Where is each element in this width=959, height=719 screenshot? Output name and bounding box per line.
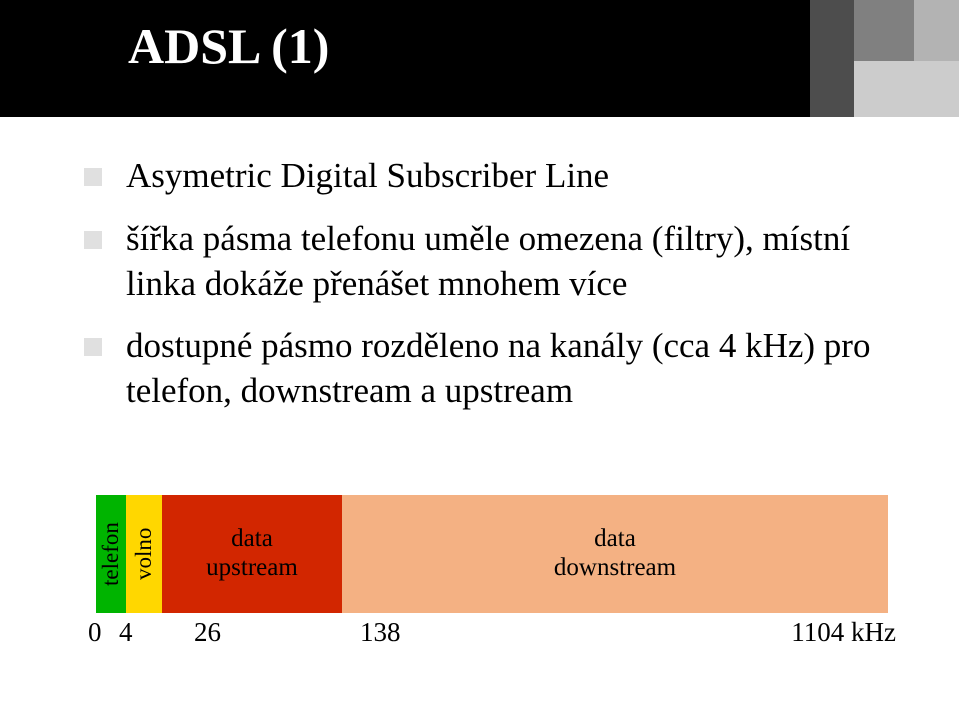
band-downstream-label: data downstream [342,495,888,613]
slide: ADSL (1) Asymetric Digital Subscriber Li… [0,0,959,719]
axis-tick-1104: 1104 kHz [791,617,896,648]
bullet-1-text: Asymetric Digital Subscriber Line [126,156,609,195]
deco-black [0,0,810,117]
bullet-marker-icon [84,168,102,186]
slide-body: Asymetric Digital Subscriber Line šířka … [82,154,902,432]
band-telefon-label: telefon [98,495,124,613]
bullet-2: šířka pásma telefonu uměle omezena (filt… [82,217,902,307]
axis-tick-0: 0 [88,617,102,648]
band-upstream-label-l2: upstream [206,554,298,583]
bullet-1: Asymetric Digital Subscriber Line [82,154,902,199]
band-downstream-label-l2: downstream [554,554,676,583]
axis-tick-26: 26 [194,617,221,648]
deco-gray-1 [810,0,854,117]
spectrum-bars: telefon volno data upstream data downstr… [96,495,888,613]
axis-tick-4: 4 [119,617,133,648]
band-volno-label: volno [131,495,157,613]
bullet-3: dostupné pásmo rozděleno na kanály (cca … [82,324,902,414]
band-upstream: data upstream [162,495,342,613]
spectrum-diagram: telefon volno data upstream data downstr… [82,495,902,675]
bullet-marker-icon [84,231,102,249]
deco-gray-3b [854,61,959,117]
slide-title: ADSL (1) [128,17,329,75]
bullet-marker-icon [84,338,102,356]
axis-tick-138: 138 [360,617,401,648]
band-upstream-label: data upstream [162,495,342,613]
deco-gray-2 [854,0,914,61]
deco-gray-3 [914,0,959,61]
band-downstream: data downstream [342,495,888,613]
band-downstream-label-l1: data [594,525,636,554]
bullet-3-text: dostupné pásmo rozděleno na kanály (cca … [126,326,870,410]
bullet-2-text: šířka pásma telefonu uměle omezena (filt… [126,219,850,303]
band-upstream-label-l1: data [231,525,273,554]
title-bar: ADSL (1) [0,0,959,117]
spectrum-axis: 0 4 26 138 1104 kHz [96,617,888,649]
band-volno: volno [126,495,162,613]
band-telefon: telefon [96,495,126,613]
